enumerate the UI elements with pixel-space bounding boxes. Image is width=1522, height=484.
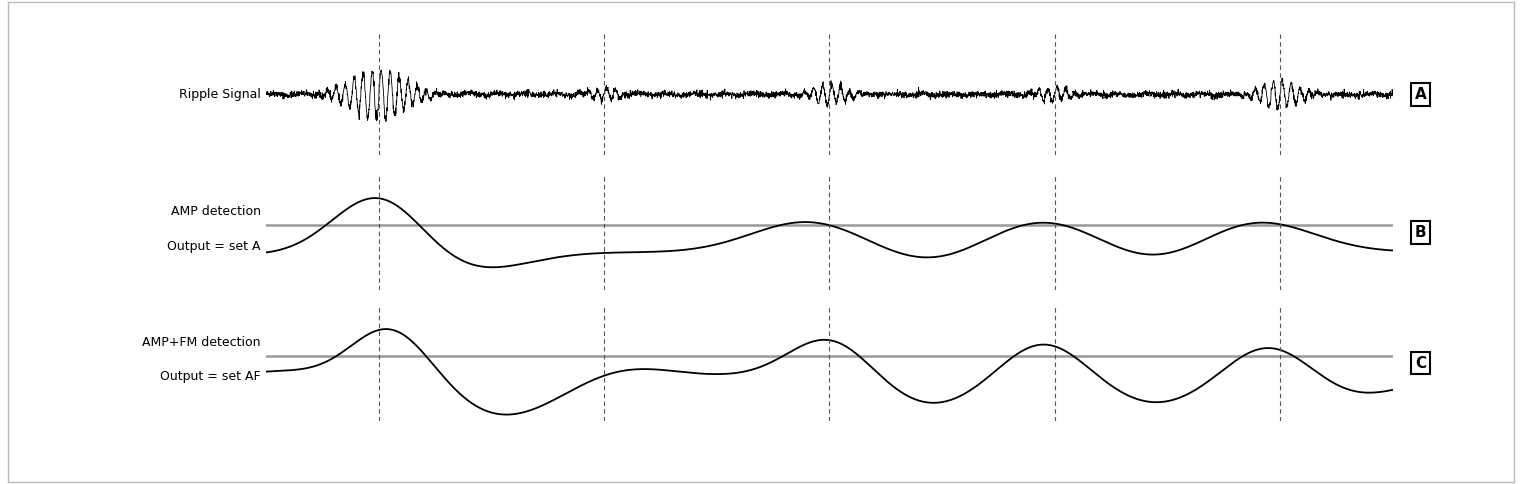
Text: AMP detection: AMP detection	[170, 205, 260, 218]
Text: AMP+FM detection: AMP+FM detection	[142, 335, 260, 348]
Text: A: A	[1415, 87, 1426, 102]
Text: C: C	[1415, 356, 1426, 370]
Text: B: B	[1415, 225, 1426, 240]
Text: Output = set A: Output = set A	[167, 240, 260, 253]
Text: Ripple Signal: Ripple Signal	[180, 88, 260, 101]
Text: Output = set AF: Output = set AF	[160, 370, 260, 383]
